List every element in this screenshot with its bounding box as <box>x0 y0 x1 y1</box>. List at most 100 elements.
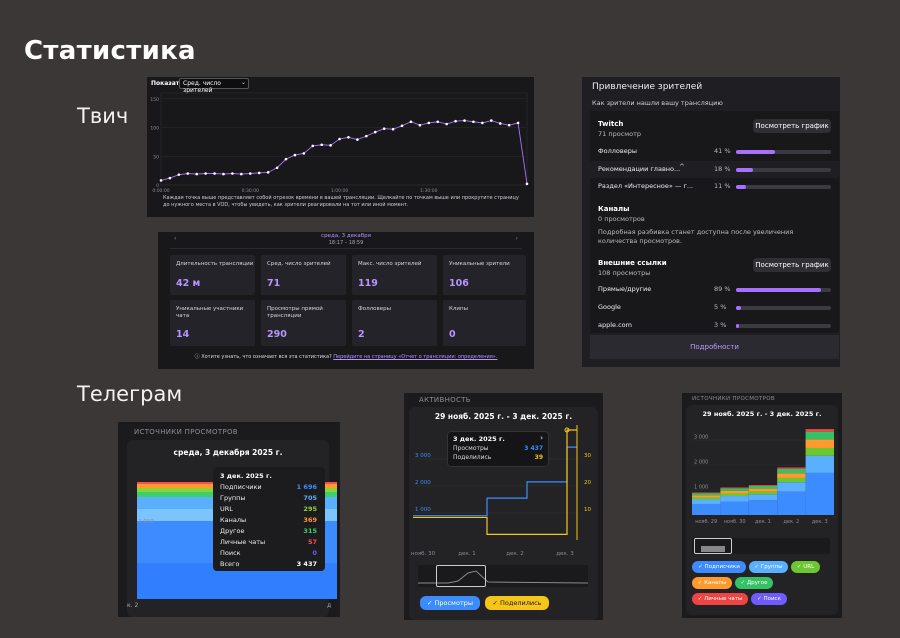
bar-segment <box>805 439 834 448</box>
data-point <box>427 121 431 125</box>
series-line <box>160 120 528 184</box>
chevron-right-icon[interactable]: › <box>540 434 543 442</box>
bar-segment <box>748 500 778 515</box>
stat-label: Фолловеры <box>358 306 391 312</box>
chip-private-chats[interactable]: ✓ Личные чаты <box>692 593 748 605</box>
x-tick-label: дек. 2 <box>506 551 524 557</box>
data-point <box>347 135 350 139</box>
tg-stacked-bar-chart[interactable]: 3 000 2 000 1 000 нояб. 29 нояб. 30 дек. 1 дек… <box>686 423 838 535</box>
stat-label: Клипы <box>449 306 468 312</box>
chip-subscribers[interactable]: ✓ Подписчики <box>692 561 746 573</box>
stat-value: 2 <box>358 329 365 340</box>
data-point <box>525 182 529 186</box>
progress-bar <box>736 185 831 189</box>
chevron-left-icon[interactable]: ‹ <box>174 235 177 242</box>
bar-segment <box>748 485 778 489</box>
bar-segment <box>805 455 834 473</box>
y-tick-label: 3 000 <box>415 453 431 459</box>
chevron-down-icon: ⌄ <box>240 79 246 86</box>
chevron-up-icon[interactable]: ^ <box>679 163 685 171</box>
x-tick-label: 0:00:00 <box>152 188 169 194</box>
data-point <box>498 122 502 125</box>
twitch-view-chart-button[interactable]: Посмотреть график <box>753 119 831 133</box>
row-pct: 3 % <box>714 321 727 329</box>
y-tick-label: 1 000 <box>415 507 431 513</box>
chip-search[interactable]: ✓ Поиск <box>751 593 787 605</box>
row-pct: 41 % <box>714 147 731 155</box>
channels-note: Подробная разбивка станет доступна после… <box>598 228 794 245</box>
range-handle[interactable] <box>694 538 732 554</box>
tooltip-value: 0 <box>312 549 317 557</box>
chip-groups[interactable]: ✓ Группы <box>749 561 788 573</box>
footer-question: Хотите узнать, что означает вся эта стат… <box>201 354 332 360</box>
progress-fill <box>736 288 821 292</box>
stat-value: 119 <box>358 278 378 289</box>
chip-other[interactable]: ✓ Другое <box>735 577 773 589</box>
metric-dropdown[interactable]: Сред. число зрителей ⌄ <box>179 78 249 94</box>
data-point <box>329 144 332 147</box>
bar-segment <box>777 491 806 515</box>
tooltip-label: Всего <box>220 560 240 568</box>
data-point <box>472 120 475 124</box>
data-point <box>454 119 457 123</box>
progress-fill <box>736 324 739 328</box>
acquisition-title: Привлечение зрителей <box>592 82 703 92</box>
bar-segment <box>777 468 806 474</box>
y-tick-label: 3 000 <box>694 435 708 441</box>
data-point <box>248 172 252 175</box>
row-label: Раздел «Интересное» — г... <box>598 182 694 190</box>
tg-activity-line-chart[interactable]: 3 000 30 2 000 20 1 000 10 нояб. 30 дек. 1 дек. … <box>409 423 598 558</box>
data-point <box>516 121 520 125</box>
source-channels-count: 0 просмотров <box>598 215 645 223</box>
stream-date: среда, 3 декабря <box>321 233 371 239</box>
stream-time-range: 18:17 – 18:59 <box>328 240 364 246</box>
stat-value: 290 <box>267 329 287 340</box>
sources-card: Twitch 71 просмотр Посмотреть график Фол… <box>590 111 839 333</box>
details-button[interactable]: Подробности <box>590 335 839 359</box>
tooltip-value: 369 <box>303 516 317 524</box>
row-highlight[interactable] <box>590 161 839 178</box>
source-channels-name: Каналы <box>598 205 630 213</box>
row-label: apple.com <box>598 321 632 329</box>
progress-bar <box>736 168 831 172</box>
tooltip-value: 295 <box>303 505 317 513</box>
plot-frame <box>160 92 528 186</box>
stat-card: Клипы 0 <box>443 300 526 346</box>
tooltip-label: Подписчики <box>220 483 262 491</box>
tg-activity-tooltip: 3 дек. 2025 г. › Просмотры 3 437 Поделил… <box>447 431 549 467</box>
range-handle[interactable] <box>436 565 486 587</box>
row-pct: 18 % <box>714 165 731 173</box>
range-navigator[interactable] <box>692 538 830 554</box>
external-view-chart-button[interactable]: Посмотреть график <box>753 258 831 272</box>
row-label: Google <box>598 303 621 311</box>
tooltip-value: 315 <box>303 527 317 535</box>
stat-value: 0 <box>449 329 456 340</box>
bar-segment <box>777 467 806 469</box>
data-point <box>391 127 395 131</box>
data-point <box>507 123 511 127</box>
bar-segment <box>805 472 834 515</box>
bar-segment <box>720 490 749 494</box>
chip-channels[interactable]: ✓ Каналы <box>692 577 732 589</box>
viewer-acquisition-panel: Привлечение зрителей Как зрители нашли в… <box>582 77 840 367</box>
chevron-right-icon[interactable]: › <box>515 235 518 242</box>
data-point <box>365 134 368 138</box>
stat-card: Уникальные зрители 106 <box>443 255 526 295</box>
chart-note: Каждая точка выше представляет собой отр… <box>163 195 519 208</box>
source-external-name: Внешние ссылки <box>598 259 667 267</box>
x-tick-label: 0:30:00 <box>242 188 259 194</box>
stat-label: Уникальные участники чата <box>176 306 244 319</box>
x-tick: к. 2 <box>127 602 139 609</box>
chip-url[interactable]: ✓ URL <box>791 561 820 573</box>
range-navigator[interactable] <box>418 565 589 587</box>
toggle-views-button[interactable]: ✓ Просмотры <box>420 596 480 610</box>
twitch-line-chart[interactable]: 0 50 100 150 0:00:00 0:30:00 1:00:00 1:30:00 <box>147 89 534 194</box>
y-tick: 2 000 <box>138 519 154 525</box>
tooltip-value: 57 <box>307 538 317 546</box>
toggle-shares-button[interactable]: ✓ Поделились <box>485 596 549 610</box>
stat-value: 106 <box>449 278 469 289</box>
definitions-link[interactable]: Перейдите на страницу «Отчет о трансляци… <box>333 354 498 360</box>
y-tick-label: 100 <box>150 126 159 132</box>
stats-footer: ⓘ Хотите узнать, что означает вся эта ст… <box>158 353 534 360</box>
y-tick-label: 30 <box>584 453 591 459</box>
